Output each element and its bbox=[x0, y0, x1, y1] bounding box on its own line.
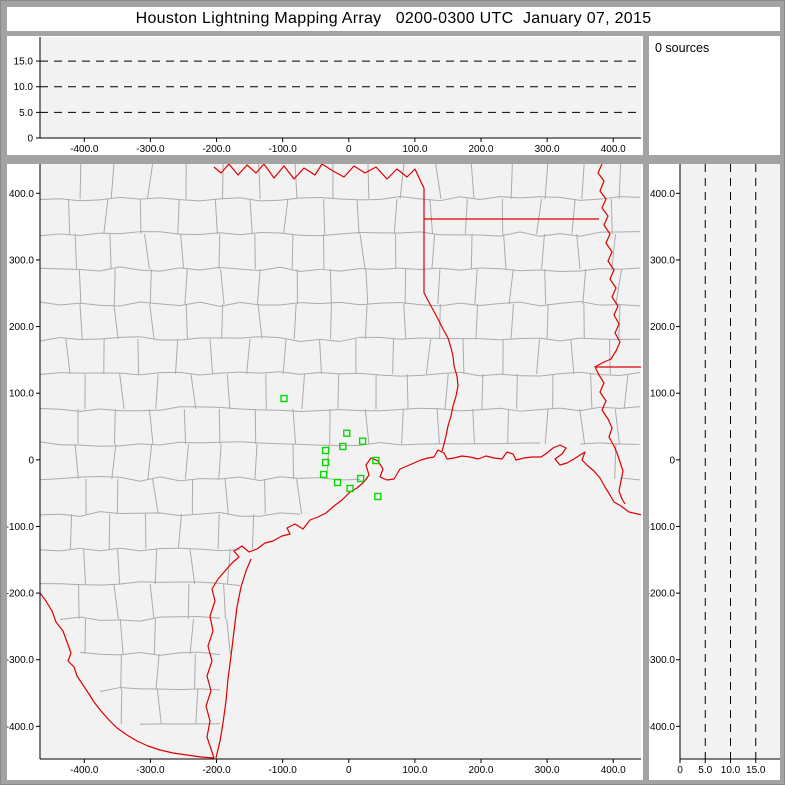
svg-text:-300.0: -300.0 bbox=[649, 655, 675, 666]
svg-text:-100.0: -100.0 bbox=[268, 144, 297, 155]
sources-count-label: 0 sources bbox=[655, 41, 710, 55]
svg-text:400.0: 400.0 bbox=[601, 765, 626, 776]
y-axis-ticks: 400.0 300.0 200.0 100.0 0 -100.0 -200.0 -300.0 -… bbox=[7, 189, 40, 733]
altitude-vs-northsouth-panel: 400.0 300.0 200.0 100.0 0 -100.0 -200.0 -300.0 -… bbox=[649, 164, 780, 780]
svg-text:-300.0: -300.0 bbox=[7, 655, 34, 666]
lma-station-marker bbox=[339, 442, 347, 451]
svg-text:-100.0: -100.0 bbox=[268, 765, 297, 776]
svg-text:-200.0: -200.0 bbox=[7, 589, 34, 600]
lma-station-marker bbox=[372, 456, 380, 465]
svg-text:-200.0: -200.0 bbox=[202, 144, 231, 155]
svg-text:200.0: 200.0 bbox=[9, 322, 34, 333]
county-boundaries bbox=[40, 164, 641, 725]
lma-station-marker bbox=[374, 492, 382, 501]
svg-text:100.0: 100.0 bbox=[9, 389, 34, 400]
svg-text:15.0: 15.0 bbox=[14, 57, 34, 68]
x-axis-ticks: -400.0 -300.0 -200.0 -100.0 0 100.0 200.0 300.0… bbox=[70, 759, 626, 776]
svg-text:-100.0: -100.0 bbox=[649, 522, 675, 533]
lma-station-marker bbox=[321, 458, 330, 467]
svg-text:0: 0 bbox=[28, 455, 34, 466]
svg-text:-400.0: -400.0 bbox=[70, 765, 99, 776]
svg-text:400.0: 400.0 bbox=[650, 189, 675, 200]
lma-station-marker bbox=[346, 484, 354, 493]
svg-text:300.0: 300.0 bbox=[9, 255, 34, 266]
lma-station-marker bbox=[356, 474, 365, 483]
svg-text:100.0: 100.0 bbox=[402, 144, 427, 155]
svg-text:0: 0 bbox=[677, 765, 683, 776]
svg-text:200.0: 200.0 bbox=[468, 144, 493, 155]
x-axis-ticks: 0 5.0 10.0 15.0 bbox=[677, 759, 766, 776]
page-title: Houston Lightning Mapping Array 0200-030… bbox=[135, 10, 652, 27]
lma-station-marker bbox=[343, 429, 351, 437]
svg-text:-400.0: -400.0 bbox=[70, 144, 99, 155]
svg-text:-400.0: -400.0 bbox=[7, 722, 34, 733]
svg-text:200.0: 200.0 bbox=[468, 765, 493, 776]
svg-text:0: 0 bbox=[669, 455, 675, 466]
svg-text:-300.0: -300.0 bbox=[136, 765, 165, 776]
lma-station-marker bbox=[280, 394, 288, 403]
lma-station-marker bbox=[319, 470, 328, 479]
svg-text:100.0: 100.0 bbox=[650, 389, 675, 400]
svg-text:5.0: 5.0 bbox=[698, 765, 712, 776]
state-borders-and-coastline bbox=[40, 164, 641, 759]
svg-text:-300.0: -300.0 bbox=[136, 144, 165, 155]
svg-text:-200.0: -200.0 bbox=[202, 765, 231, 776]
svg-text:5.0: 5.0 bbox=[19, 108, 33, 119]
y-axis-ticks: 400.0 300.0 200.0 100.0 0 -100.0 -200.0 -300.0 -… bbox=[649, 189, 680, 733]
svg-text:200.0: 200.0 bbox=[650, 322, 675, 333]
svg-text:-400.0: -400.0 bbox=[649, 722, 675, 733]
svg-text:0: 0 bbox=[346, 765, 352, 776]
svg-text:300.0: 300.0 bbox=[535, 144, 560, 155]
altitude-gridlines bbox=[704, 164, 757, 759]
lma-station-marker bbox=[321, 446, 330, 455]
x-axis-ticks: -400.0 -300.0 -200.0 -100.0 0 100.0 200.0 300.0… bbox=[70, 138, 626, 155]
svg-text:300.0: 300.0 bbox=[535, 765, 560, 776]
plan-view-map-panel: 400.0300.0200.0100.00-100.0-200.0-300.0-… bbox=[7, 164, 643, 780]
svg-text:400.0: 400.0 bbox=[9, 189, 34, 200]
svg-text:15.0: 15.0 bbox=[746, 765, 766, 776]
lma-station-marker bbox=[333, 478, 342, 487]
sources-count-panel: 0 sources bbox=[649, 36, 780, 155]
altitude-gridlines bbox=[40, 60, 641, 113]
svg-text:0: 0 bbox=[346, 144, 352, 155]
title-bar: Houston Lightning Mapping Array 0200-030… bbox=[7, 7, 780, 31]
svg-text:0: 0 bbox=[27, 134, 33, 145]
svg-text:100.0: 100.0 bbox=[402, 765, 427, 776]
svg-text:300.0: 300.0 bbox=[650, 255, 675, 266]
y-axis-ticks: 0 5.0 10.0 15.0 bbox=[14, 57, 40, 145]
svg-text:10.0: 10.0 bbox=[721, 765, 741, 776]
lma-station-marker bbox=[358, 437, 367, 445]
altitude-vs-eastwest-panel: 0 5.0 10.0 15.0 -400.0 -300.0 -200.0 -100.0 0 100… bbox=[7, 36, 643, 155]
svg-text:10.0: 10.0 bbox=[14, 82, 34, 93]
svg-text:-100.0: -100.0 bbox=[7, 522, 34, 533]
svg-text:-200.0: -200.0 bbox=[649, 589, 675, 600]
svg-text:400.0: 400.0 bbox=[601, 144, 626, 155]
lma-station-markers bbox=[280, 394, 382, 501]
